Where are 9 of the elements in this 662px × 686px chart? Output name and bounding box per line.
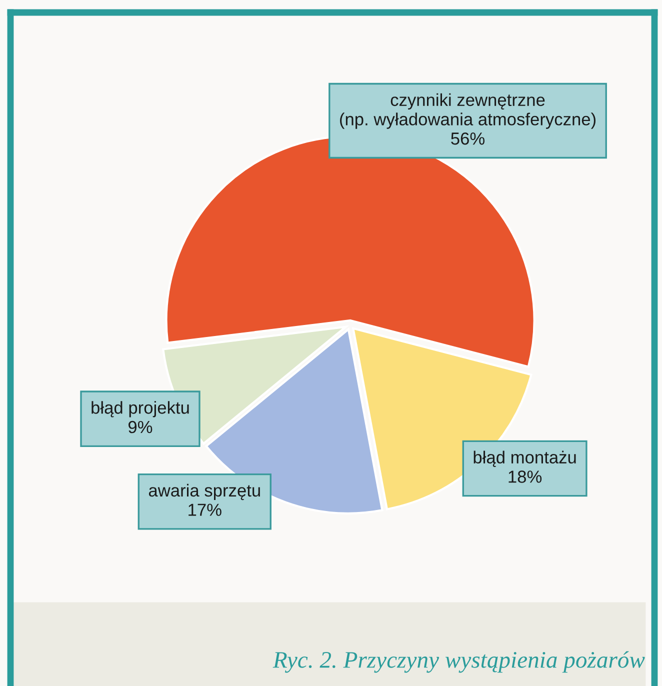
data-label: 9% [128, 420, 152, 434]
text: Ryc. 2. Przyczyny wystąpienia pożarów [272, 651, 645, 673]
slice-label: błąd projektu [92, 401, 189, 418]
slice-label: czynniki zewnętrzne (np. wyładowania atmosferyczne) [340, 93, 596, 129]
slice-label: awaria sprzętu [148, 484, 260, 500]
slice-label: błąd montażu [474, 450, 576, 467]
data-label: 18% [508, 470, 542, 483]
data-label: 56% [451, 132, 485, 145]
data-label: 17% [188, 504, 222, 516]
